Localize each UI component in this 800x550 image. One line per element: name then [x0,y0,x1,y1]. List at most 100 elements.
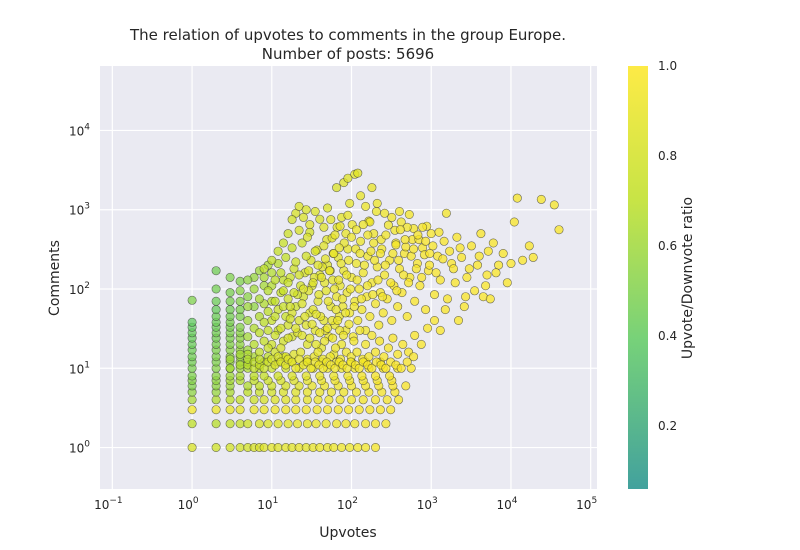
data-point [319,222,329,232]
data-point [273,246,283,256]
data-point [270,275,280,285]
data-point [462,272,472,282]
data-point [426,229,436,239]
data-point [330,343,340,353]
data-point [410,296,420,306]
data-point [338,330,348,340]
data-point [342,270,352,280]
data-point [459,302,469,312]
data-point [380,208,390,218]
data-point [291,257,301,267]
data-point [273,442,283,452]
data-point [466,241,476,251]
data-point [312,405,322,415]
data-point [370,395,380,405]
data-point [302,395,312,405]
data-point [225,296,235,306]
data-point [320,254,330,264]
data-point [367,363,377,373]
y-axis-ticks: 100 101 102 103 104 [69,122,90,455]
data-point [211,395,221,405]
data-point [375,336,385,346]
y-axis-label: Comments [47,240,63,316]
data-point [518,255,528,265]
data-point [452,232,462,242]
data-point [429,290,439,300]
data-point [418,222,428,232]
data-point [388,249,398,259]
data-point [498,249,508,259]
data-point [276,268,286,278]
x-axis-label: Upvotes [319,525,376,541]
data-point [549,200,559,210]
data-point [225,363,235,373]
data-point [370,419,380,429]
data-point [393,349,403,359]
data-point [243,292,253,302]
data-point [509,217,519,227]
data-point [502,278,512,288]
data-point [225,305,235,315]
data-point [457,252,467,262]
data-point [254,328,264,338]
data-point [356,191,366,201]
data-point [361,201,371,211]
data-point [329,442,339,452]
data-point [332,183,342,193]
data-point [434,227,444,237]
data-point [349,302,359,312]
data-point [375,249,385,259]
data-point [351,258,361,268]
data-point [211,405,221,415]
data-point [310,246,320,256]
data-point [314,290,324,300]
data-point [259,272,269,282]
data-point [287,215,297,225]
data-point [352,275,362,285]
data-point [291,395,301,405]
data-point [344,405,354,415]
data-point [483,246,493,256]
data-point [321,419,331,429]
data-point [211,305,221,315]
data-point [421,236,431,246]
data-point [381,419,391,429]
data-point [374,320,384,330]
data-point [310,207,320,217]
data-point [235,296,245,306]
data-point [308,278,318,288]
data-point [235,286,245,296]
data-point [506,258,516,268]
data-point [370,299,380,309]
data-points [187,168,564,452]
data-point [398,339,408,349]
data-point [278,238,288,248]
data-point [423,323,433,333]
data-point [371,207,381,217]
data-point [259,405,269,415]
data-point [285,314,295,324]
data-point [373,275,383,285]
colorbar [628,66,648,489]
data-point [329,284,339,294]
data-point [316,272,326,282]
data-point [370,255,380,265]
data-point [392,286,402,296]
data-point [304,266,314,276]
chart-title-line-2: Number of posts: 5696 [262,45,434,63]
data-point [331,305,341,315]
data-point [297,299,307,309]
data-point [330,363,340,373]
data-point [353,315,363,325]
data-point [311,309,321,319]
data-point [270,296,280,306]
data-point [343,371,353,381]
data-point [291,405,301,415]
data-point [372,198,382,208]
data-point [307,319,317,329]
data-point [315,328,325,338]
data-point [345,442,355,452]
data-point [396,363,406,373]
data-point [356,236,366,246]
data-point [302,387,312,397]
